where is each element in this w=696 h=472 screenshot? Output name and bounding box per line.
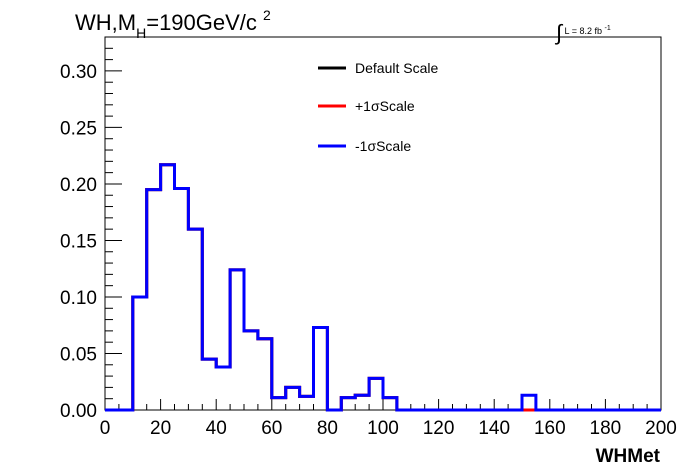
y-tick-label: 0.20 <box>60 175 97 196</box>
x-tick-label: 0 <box>100 418 111 439</box>
y-tick-label: 0.05 <box>60 344 97 365</box>
y-tick-label: 0.15 <box>60 231 97 252</box>
x-tick-label: 40 <box>206 418 227 439</box>
title-superscript: 2 <box>263 7 271 23</box>
y-tick-label: 0.00 <box>60 401 97 422</box>
series-layer <box>105 163 661 412</box>
title-value: =190GeV/c <box>146 10 257 35</box>
title-subscript: H <box>136 25 147 41</box>
x-tick-label: 60 <box>261 418 282 439</box>
integral-symbol: ∫ <box>556 20 563 45</box>
y-tick-label: 0.25 <box>60 118 97 139</box>
legend-label: Default Scale <box>355 60 438 76</box>
x-tick-label: 140 <box>478 418 510 439</box>
luminosity-superscript: -1 <box>604 25 611 32</box>
x-tick-label: 100 <box>367 418 399 439</box>
x-tick-label: 200 <box>645 418 677 439</box>
y-tick-label: 0.10 <box>60 288 97 309</box>
legend-label: +1σScale <box>355 98 415 114</box>
x-axis-label: WHMet <box>596 446 661 467</box>
x-tick-label: 180 <box>590 418 622 439</box>
x-tick-label: 80 <box>317 418 338 439</box>
legend: Default Scale +1σScale -1σScale <box>318 60 438 154</box>
legend-label: -1σScale <box>355 138 411 154</box>
chart-title: WH,MH=190GeV/c 2 <box>75 7 271 41</box>
title-prefix: WH,M <box>75 10 137 35</box>
luminosity-text: L = 8.2 fb <box>564 26 602 36</box>
series-line <box>105 163 661 412</box>
x-tick-label: 20 <box>150 418 171 439</box>
luminosity-label: ∫ L = 8.2 fb -1 <box>556 14 611 45</box>
y-tick-label: 0.30 <box>60 62 97 83</box>
x-tick-label: 120 <box>423 418 455 439</box>
x-tick-label: 160 <box>534 418 566 439</box>
tick-labels: 0 20 40 60 80 100 120 140 160 180 200 0.00 0.05 0.10 0… <box>60 62 677 439</box>
